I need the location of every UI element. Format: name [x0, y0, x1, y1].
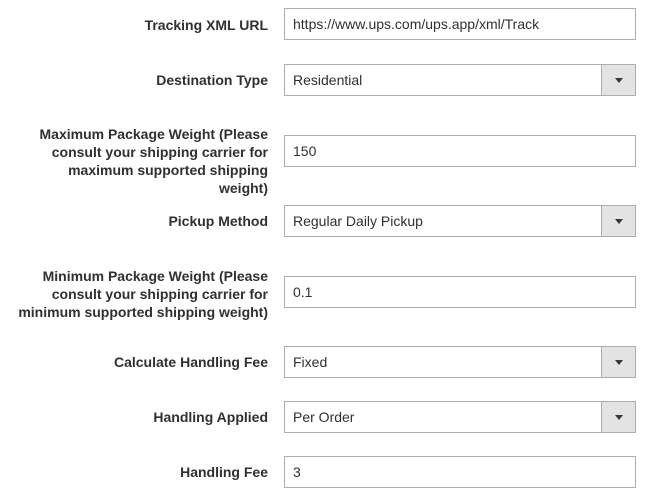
minimum-package-weight-input[interactable]: 0.1	[284, 276, 636, 308]
handling-applied-select[interactable]: Per Order	[284, 401, 636, 433]
field-label: Handling Applied	[153, 409, 268, 425]
select-value: Per Order	[293, 409, 355, 425]
field-label: Pickup Method	[168, 213, 268, 229]
field-label: Destination Type	[156, 72, 268, 88]
destination-type-select[interactable]: Residential	[284, 64, 636, 96]
field-label: Calculate Handling Fee	[113, 354, 268, 370]
field-label: Minimum Package Weight (Please consult y…	[18, 268, 268, 320]
field-label: Tracking XML URL	[144, 17, 268, 33]
field-label: Maximum Package Weight (Please consult y…	[39, 126, 269, 196]
calculate-handling-fee-select[interactable]: Fixed	[284, 346, 636, 378]
input-value: https://www.ups.com/ups.app/xml/Track	[293, 16, 540, 32]
pickup-method-select[interactable]: Regular Daily Pickup	[284, 205, 636, 237]
chevron-down-icon	[601, 347, 635, 377]
input-value: 0.1	[293, 284, 313, 300]
select-value: Residential	[293, 72, 363, 88]
handling-fee-input[interactable]: 3	[284, 456, 636, 488]
maximum-package-weight-input[interactable]: 150	[284, 135, 636, 167]
select-value: Fixed	[293, 354, 328, 370]
tracking-xml-url-input[interactable]: https://www.ups.com/ups.app/xml/Track	[284, 8, 636, 40]
chevron-down-icon	[601, 65, 635, 95]
select-value: Regular Daily Pickup	[293, 213, 423, 229]
field-label: Handling Fee	[180, 464, 268, 480]
chevron-down-icon	[601, 206, 635, 236]
chevron-down-icon	[601, 402, 635, 432]
input-value: 3	[293, 464, 301, 480]
input-value: 150	[293, 143, 317, 159]
